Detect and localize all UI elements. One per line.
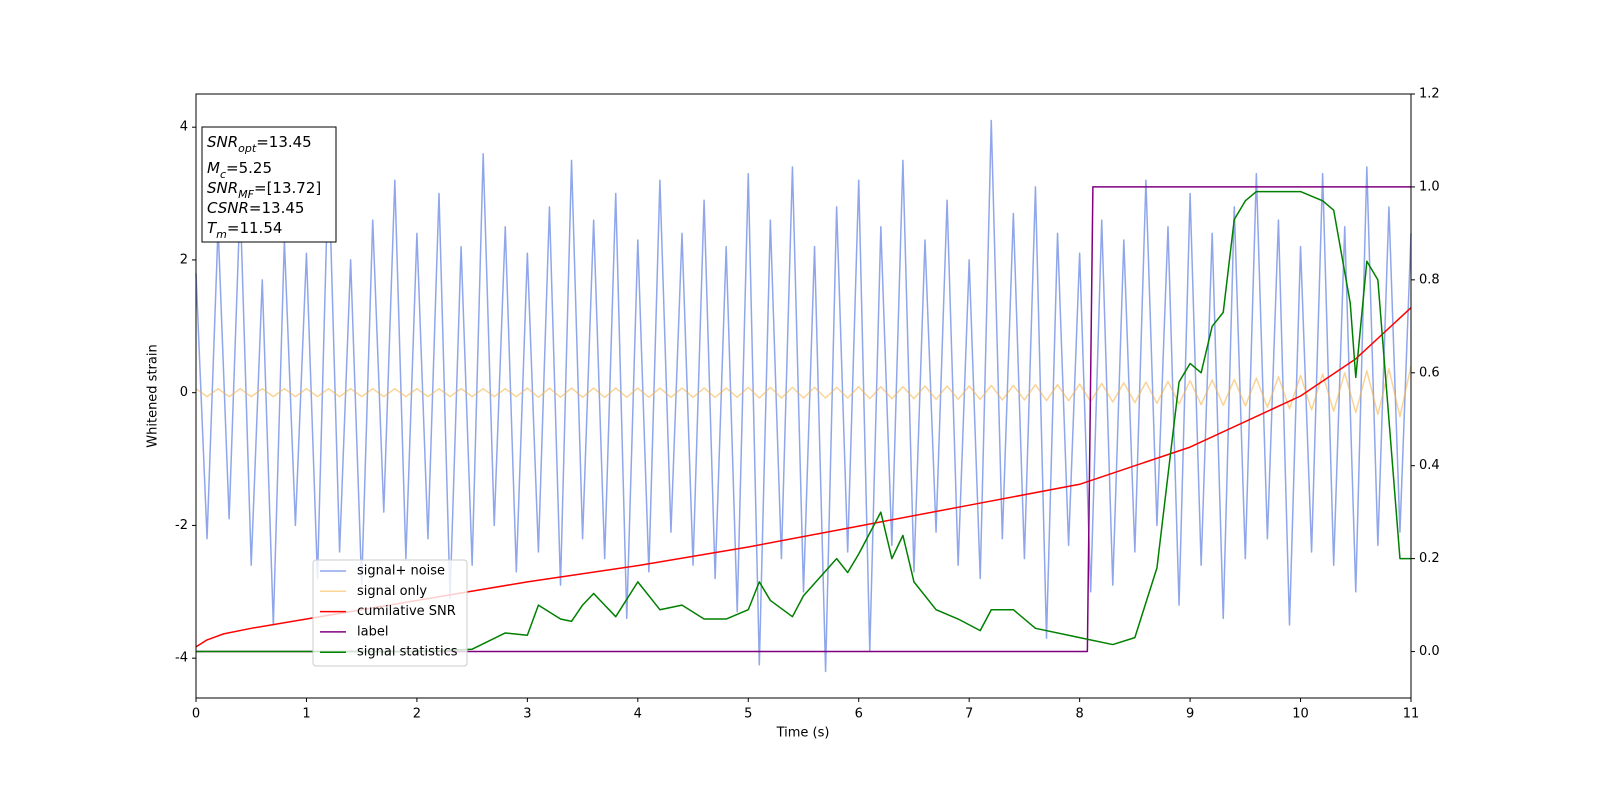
annotation-symbol: M [207,159,220,177]
legend-label: signal only [357,584,427,599]
series-line [196,186,1411,653]
x-tick-label: 4 [634,707,642,722]
series-line [196,190,1411,653]
x-tick-label: 1 [302,707,310,722]
y2-tick-label: 0.4 [1419,458,1440,473]
y-tick-label: 4 [180,120,188,135]
annotation: SNRopt=13.45 [207,133,312,155]
annotation-box: SNRopt=13.45Mc=5.25SNRMF=[13.72]CSNR=13.… [201,126,337,243]
x-tick-label: 7 [965,707,973,722]
x-axis-label: Time (s) [776,726,830,741]
annotation: Mc=5.25 [207,159,272,181]
x-tick-label: 8 [1075,707,1083,722]
x-tick-label: 0 [192,707,200,722]
y-tick-label: -2 [175,518,188,533]
annotation: Tm=11.54 [207,219,282,241]
y-tick-label: 0 [180,385,188,400]
legend-label: cumilative SNR [357,604,456,619]
annotation-symbol: CSNR [207,199,249,217]
plot-area [195,119,1412,673]
x-tick-label: 3 [523,707,531,722]
series-line [195,307,1412,648]
annotation-subscript: opt [238,142,257,155]
annotation-subscript: m [216,228,227,241]
y2-tick-label: 0.6 [1419,365,1440,380]
y-axis-label: Whitened strain [146,344,161,447]
x-tick-label: 10 [1292,707,1309,722]
annotation: CSNR=13.45 [207,199,304,217]
series-line [195,365,1412,418]
axes-frame [195,93,1412,699]
y2-tick-label: 1.0 [1419,179,1440,194]
x-tick-label: 2 [413,707,421,722]
y2-tick-label: 0.0 [1419,644,1440,659]
annotation-subscript: c [220,168,226,181]
legend-label: signal+ noise [357,564,445,579]
legend-label: label [357,624,388,639]
x-tick-label: 6 [855,707,863,722]
legend: signal+ noise signal only cumilative SNR la… [312,559,468,667]
annotation: SNRMF=[13.72] [207,179,321,201]
legend-label: signal statistics [357,645,458,660]
annotation-frame [201,126,337,243]
annotation-value: =11.54 [227,219,283,237]
annotation-symbol: T [207,219,218,237]
y-tick-label: 2 [180,252,188,267]
annotation-value: =13.45 [249,199,305,217]
legend-frame [312,559,468,667]
x-tick-label: 9 [1186,707,1194,722]
y2-tick-label: 1.2 [1419,87,1440,102]
annotation-symbol: SNR [207,179,238,197]
annotation-symbol: SNR [207,133,238,151]
x-tick-label: 5 [744,707,752,722]
annotation-value: =13.45 [256,133,312,151]
x-tick-label: 11 [1403,707,1420,722]
y2-tick-label: 0.2 [1419,551,1440,566]
annotation-value: =[13.72] [254,179,321,197]
y-tick-label: -4 [175,651,188,666]
annotation-value: =5.25 [226,159,272,177]
annotation-subscript: MF [238,188,254,201]
y2-tick-label: 0.8 [1419,272,1440,287]
